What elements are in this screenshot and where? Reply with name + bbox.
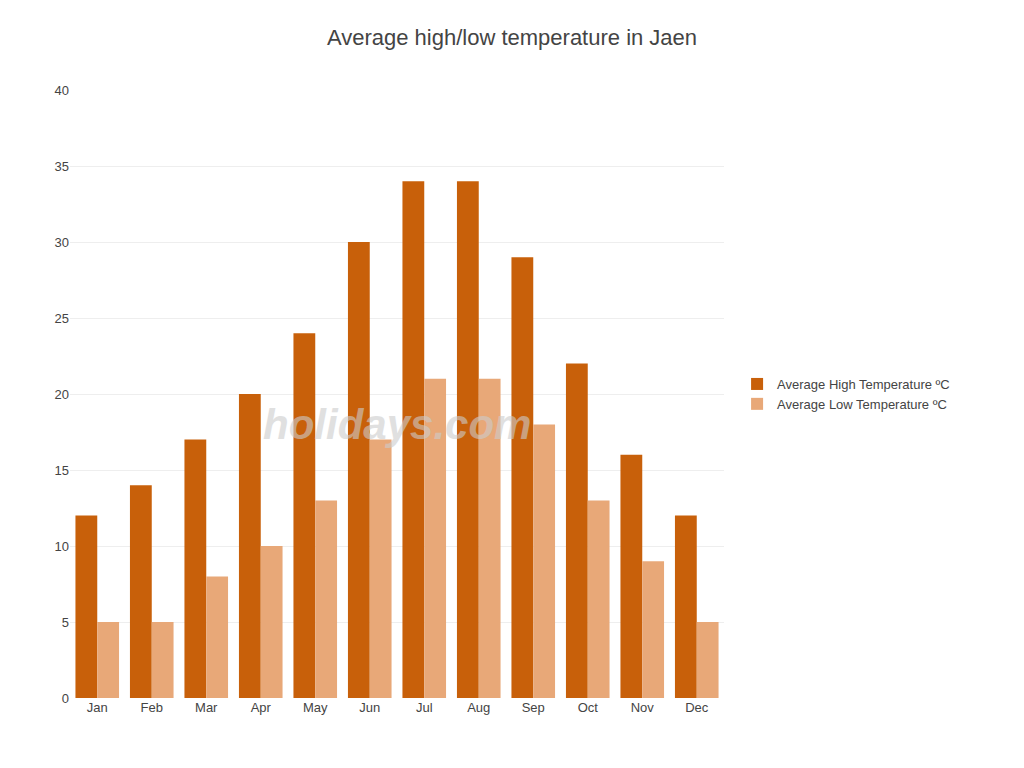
svg-text:40: 40 xyxy=(55,83,69,98)
svg-text:5: 5 xyxy=(62,615,69,630)
svg-text:Mar: Mar xyxy=(195,700,218,715)
svg-text:35: 35 xyxy=(55,159,69,174)
svg-text:Jul: Jul xyxy=(416,700,433,715)
svg-text:20: 20 xyxy=(55,387,69,402)
svg-text:holidays.com: holidays.com xyxy=(263,401,531,448)
svg-text:Jan: Jan xyxy=(87,700,108,715)
svg-text:30: 30 xyxy=(55,235,69,250)
svg-text:Nov: Nov xyxy=(631,700,655,715)
svg-text:10: 10 xyxy=(55,539,69,554)
svg-text:Average High Temperature ºC: Average High Temperature ºC xyxy=(777,377,950,392)
svg-text:Feb: Feb xyxy=(141,700,163,715)
svg-text:Jun: Jun xyxy=(359,700,380,715)
svg-text:Average high/low temperature i: Average high/low temperature in Jaen xyxy=(327,25,697,50)
svg-text:25: 25 xyxy=(55,311,69,326)
svg-text:May: May xyxy=(303,700,328,715)
svg-text:0: 0 xyxy=(62,691,69,706)
svg-text:Apr: Apr xyxy=(251,700,272,715)
svg-text:Aug: Aug xyxy=(467,700,490,715)
svg-text:Sep: Sep xyxy=(522,700,545,715)
svg-text:Average Low Temperature ºC: Average Low Temperature ºC xyxy=(777,397,947,412)
svg-text:15: 15 xyxy=(55,463,69,478)
svg-text:Oct: Oct xyxy=(578,700,599,715)
svg-text:Dec: Dec xyxy=(685,700,709,715)
